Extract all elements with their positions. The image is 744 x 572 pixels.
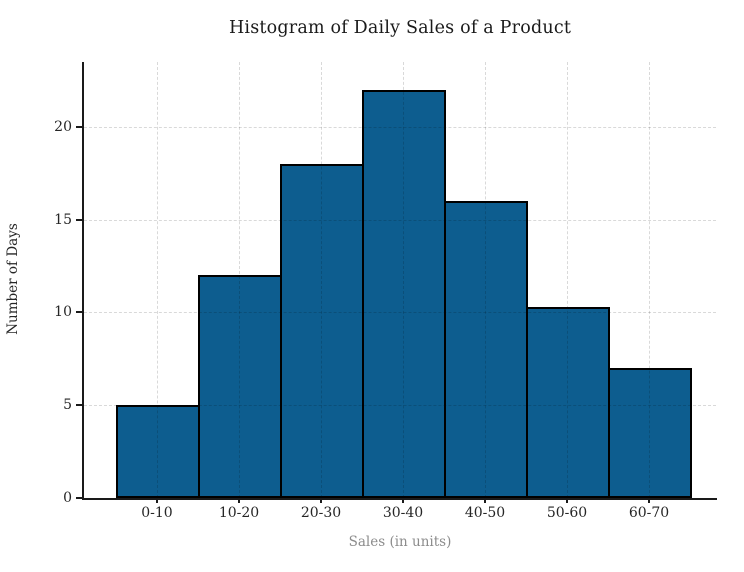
- x-tick-label: 0-10: [141, 505, 173, 521]
- x-tick-label: 20-30: [300, 505, 342, 521]
- x-tick-mark: [566, 499, 568, 503]
- histogram-bar-60-70: [608, 368, 692, 498]
- x-tick-label: 60-70: [628, 505, 670, 521]
- y-tick-label: 10: [54, 304, 72, 321]
- plot-area: [82, 62, 717, 500]
- histogram-bar-20-30: [280, 164, 364, 498]
- x-tick-label: 30-40: [382, 505, 424, 521]
- x-axis-label: Sales (in units): [348, 534, 452, 550]
- x-tick-mark: [156, 499, 158, 503]
- y-tick-mark: [76, 497, 82, 499]
- x-axis-spine: [82, 498, 717, 500]
- y-tick-mark: [76, 311, 82, 314]
- chart-title: Histogram of Daily Sales of a Product: [228, 18, 572, 38]
- histogram-bar-10-20: [198, 275, 282, 498]
- x-tick-mark: [484, 499, 486, 503]
- x-tick-mark: [402, 499, 404, 503]
- x-tick-label: 10-20: [218, 505, 260, 521]
- x-tick-mark: [320, 499, 322, 503]
- y-tick-mark: [76, 125, 82, 128]
- y-tick-label: 15: [54, 211, 72, 228]
- y-tick-mark: [76, 218, 82, 221]
- histogram-bar-50-60: [526, 307, 610, 498]
- histogram-bar-0-10: [116, 405, 200, 498]
- histogram-bar-30-40: [362, 90, 446, 498]
- y-tick-mark: [76, 404, 82, 407]
- y-tick-label: 5: [63, 397, 72, 414]
- y-tick-label: 0: [63, 490, 72, 506]
- x-tick-label: 40-50: [464, 505, 506, 521]
- y-tick-label: 20: [54, 118, 72, 135]
- x-tick-label: 50-60: [546, 505, 588, 521]
- histogram-bar-40-50: [444, 201, 528, 498]
- y-axis-spine: [82, 62, 84, 500]
- x-tick-mark: [648, 499, 650, 503]
- x-tick-mark: [238, 499, 240, 503]
